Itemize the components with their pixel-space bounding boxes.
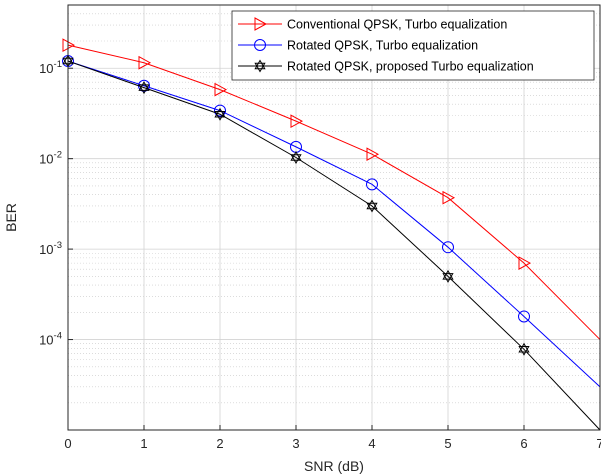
circle-marker — [254, 39, 266, 51]
legend: Conventional QPSK, Turbo equalization Rot… — [231, 10, 595, 81]
triangle-marker — [442, 190, 456, 205]
x-tick-label: 1 — [140, 436, 147, 451]
hexagram-marker-down — [442, 273, 454, 283]
hexagram-marker-down — [366, 202, 378, 213]
hexagram-marker-up — [366, 199, 378, 210]
plot-frame — [67, 4, 601, 431]
legend-box — [231, 10, 595, 81]
circle-marker — [214, 104, 226, 117]
legend-label: Rotated QPSK, proposed Turbo equalizatio… — [287, 60, 534, 74]
triangle-marker — [366, 147, 380, 162]
series-line — [67, 44, 601, 340]
y-tick-label: 10-2 — [39, 150, 62, 167]
series-line — [67, 60, 601, 388]
x-tick-label: 0 — [64, 436, 71, 451]
hexagram-marker-down — [138, 84, 150, 95]
hexagram-marker-down — [214, 110, 226, 121]
x-tick-label: 2 — [216, 436, 223, 451]
hexagram-marker-up — [518, 342, 530, 353]
y-axis-label: BER — [3, 203, 19, 232]
triangle-marker — [214, 82, 228, 97]
triangle-marker — [518, 256, 532, 270]
x-tick-label: 7 — [596, 436, 601, 451]
triangle-marker — [254, 17, 268, 31]
y-tick-label: 10-3 — [39, 240, 62, 257]
series-2 — [62, 55, 601, 388]
series-3 — [62, 54, 601, 431]
circle-marker — [518, 310, 530, 323]
legend-label: Conventional QPSK, Turbo equalization — [287, 18, 507, 32]
triangle-marker — [138, 55, 152, 70]
hexagram-marker-up — [138, 81, 150, 91]
y-tick-label: 10-4 — [39, 331, 62, 348]
hexagram-marker-up — [290, 150, 302, 161]
hexagram-marker-down — [254, 62, 266, 73]
x-tick-label: 3 — [292, 436, 299, 451]
series-layer — [62, 38, 601, 431]
x-axis-label: SNR (dB) — [304, 458, 364, 474]
ticks: 0 1 2 3 4 5 6 7 10-1 10-2 10-3 10-4 — [39, 59, 601, 451]
triangle-marker — [290, 114, 304, 128]
x-tick-label: 6 — [520, 436, 527, 451]
hexagram-marker-down — [290, 154, 302, 165]
hexagram-marker-up — [214, 107, 226, 118]
circle-marker — [366, 178, 378, 191]
hexagram-marker-down — [518, 346, 530, 356]
x-tick-label: 4 — [368, 436, 375, 451]
hexagram-marker-up — [254, 59, 266, 70]
series-line — [67, 60, 601, 431]
x-tick-label: 5 — [444, 436, 451, 451]
circle-marker — [442, 241, 454, 254]
legend-label: Rotated QPSK, Turbo equalization — [287, 39, 478, 53]
hexagram-marker-up — [442, 269, 454, 280]
y-tick-label: 10-1 — [39, 59, 62, 76]
